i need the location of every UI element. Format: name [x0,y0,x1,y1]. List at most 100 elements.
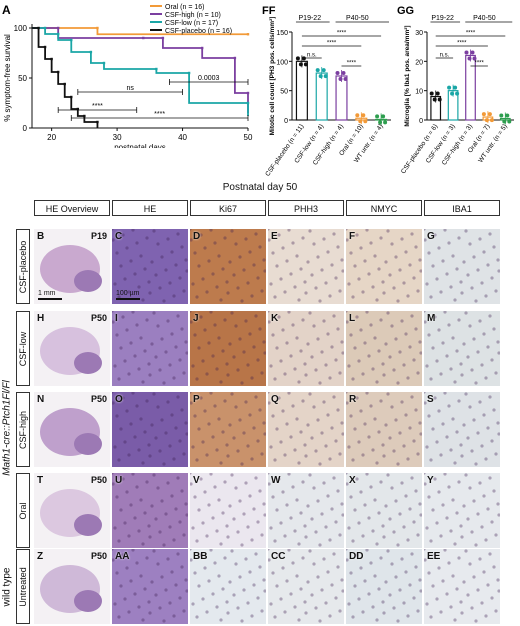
histology-tile: H P50 [34,311,110,386]
data-point [343,77,348,81]
tile-letter: R [349,394,357,405]
tile-letter: Z [37,551,44,562]
tissue-texture [190,229,266,303]
tissue-texture [190,392,266,466]
tissue-texture [112,549,188,623]
data-point [489,118,494,123]
histology-tile: CC [268,549,344,624]
y-tick-label: 50 [18,74,27,83]
censor-mark [187,71,191,75]
column-header: NMYC [346,200,422,216]
data-point [378,120,383,125]
tissue-texture [424,549,500,623]
column-header: Ki67 [190,200,266,216]
legend-label: Oral (n = 16) [165,4,205,11]
survival-chart: A 0 50 100 20 30 40 50 postnatal days % symptom-f… [2,3,253,148]
column-header: PHH3 [268,200,344,216]
tile-letter: DD [349,551,364,562]
tile-letter: L [349,313,356,324]
censor-mark [96,120,99,124]
row-label-text: CSF-high [18,410,28,449]
microglia-chart: GG 0 10 20 30 Microglia [% Iba1 pos. area/mm²… [397,5,514,175]
y-axis-label: Microglia [% Iba1 pos. area/mm²] [404,25,411,126]
tissue-texture [424,392,500,466]
age-label: P50 [90,313,107,323]
tissue-texture [268,311,344,385]
data-point [481,112,486,117]
histology-tile: T P50 [34,473,110,548]
x-tick-label: 30 [113,133,122,142]
stat-label: 0.0003 [198,75,220,82]
censor-mark [76,107,80,111]
row-label: CSF-low [16,311,30,386]
histology-tile: J [190,311,266,386]
tile-letter: N [37,394,45,405]
tissue-texture [346,549,422,623]
scale-bar [38,298,62,300]
data-point [383,120,388,125]
y-axis-label: Mitotic cell count [PH3 pos. cells/mm²] [269,17,276,136]
row-label-text: CSF-low [18,331,28,366]
censor-mark [63,82,66,86]
histology-tile: P [190,392,266,467]
panel-letter: FF [262,5,276,17]
data-point [363,119,368,124]
tile-letter: M [427,313,436,324]
data-point [358,119,363,124]
tissue-texture [112,311,188,385]
tile-letter: AA [115,551,130,562]
censor-mark [56,32,60,36]
censor-mark [70,95,73,99]
censor-mark [246,101,250,105]
tissue-texture [424,229,500,303]
histology-tile: G [424,229,500,304]
tile-letter: EE [427,551,441,562]
stat-label: **** [154,111,165,118]
bracket-right-label: P40-50 [473,15,496,22]
censor-mark [83,114,86,118]
data-point [295,56,300,61]
y-tick-label: 10 [415,89,423,96]
column-header: HE Overview [34,200,110,216]
stat-label: **** [457,41,467,47]
tile-letter: X [349,475,356,486]
age-label: P50 [90,551,107,561]
tile-letter: F [349,231,356,242]
censor-mark [70,38,73,42]
data-point [315,68,320,73]
censor-mark [56,26,60,30]
censor-mark [142,36,145,40]
tissue-texture [190,549,266,623]
censor-mark [246,91,250,95]
tissue-texture [268,549,344,623]
data-point [298,62,303,67]
bracket-left-label: P19-22 [299,15,322,22]
censor-mark [89,50,93,54]
bar [315,72,328,121]
survival-line [32,27,249,116]
tile-letter: Q [271,394,279,405]
row-label-text: CSF-placebo [18,240,28,293]
histology-tile: O [112,392,188,467]
brain-section [40,245,102,293]
stat-label: **** [337,31,347,37]
column-header: IBA1 [424,200,500,216]
histology-tile: S [424,392,500,467]
scale-bar [116,298,140,300]
censor-mark [43,26,47,30]
tile-letter: G [427,231,435,242]
wildtype-label: wild type [0,548,14,626]
histology-tile: X [346,473,422,548]
brain-section [40,565,102,613]
stat-label: **** [327,41,337,47]
data-point [381,114,386,119]
censor-mark [155,67,158,71]
survival-line [32,27,248,36]
tile-letter: K [271,313,279,324]
wildtype-label-text: wild type [1,567,13,607]
age-label: P19 [90,231,107,241]
histology-tile: B P19 1 mm [34,229,110,304]
data-point [303,62,308,67]
stat-label: **** [347,61,357,67]
tissue-texture [268,229,344,303]
